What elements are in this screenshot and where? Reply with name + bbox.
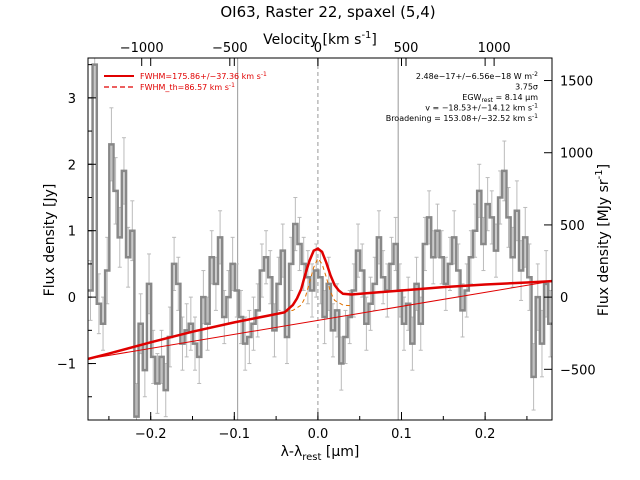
x-tick-label: 0.2 — [475, 427, 496, 442]
top-tick-label: −1000 — [120, 41, 164, 56]
right-tick-label: 500 — [560, 219, 585, 234]
continuum-line — [88, 280, 552, 360]
y-tick-label: 0 — [68, 291, 76, 306]
top-tick-label: 500 — [394, 41, 419, 56]
y-tick-label: 3 — [68, 92, 76, 107]
annotation-text: 3.75σ — [515, 83, 538, 92]
legend-label: FWHM=175.86+/−37.36 km s-1 — [140, 71, 267, 81]
data-step-line — [88, 63, 552, 418]
annotation-text: v = −18.53+/−14.12 km s-1 — [425, 103, 538, 113]
annotation-text: 2.48e−17+/−6.56e−18 W m-2 — [416, 71, 538, 81]
right-tick-label: 1000 — [560, 147, 593, 162]
plot-layer: −0.2 −0.1 0.0 0.1 0.2 −1 0 1 2 3 −1000 −500 0 500 1000… — [57, 41, 596, 442]
plot-frame — [87, 57, 553, 421]
x-tick-label: 0.1 — [391, 427, 412, 442]
annotation-text: EGWrest = 8.14 μm — [462, 93, 538, 104]
y-axis-label-left: Flux density [Jy] — [42, 184, 58, 297]
x-tick-label: 0.0 — [308, 427, 329, 442]
top-tick-label: 1000 — [478, 41, 511, 56]
thermal-profile-line — [284, 257, 352, 313]
top-axis-label: Velocity [km s-1] — [263, 30, 377, 48]
plot-inner — [88, 58, 552, 420]
right-tick-label: −500 — [560, 363, 596, 378]
x-axis-label: λ-λrest [μm] — [281, 444, 360, 463]
legend-label: FWHM_th=86.57 km s-1 — [140, 82, 235, 92]
top-tick-label: −500 — [212, 41, 248, 56]
y-tick-label: −1 — [57, 358, 76, 373]
chart-title: OI63, Raster 22, spaxel (5,4) — [220, 3, 435, 21]
right-tick-label: 0 — [560, 291, 568, 306]
y-tick-label: 2 — [68, 158, 76, 173]
annotation-text: Broadening = 153.08+/−32.52 km s-1 — [386, 113, 538, 123]
x-tick-label: −0.1 — [219, 427, 251, 442]
y-tick-label: 1 — [68, 225, 76, 240]
fit-line — [88, 247, 552, 361]
right-tick-label: 1500 — [560, 75, 593, 90]
top-tick-label: 0 — [314, 41, 322, 56]
x-tick-label: −0.2 — [135, 427, 167, 442]
y-axis-label-right: Flux density [MJy sr-1] — [594, 164, 612, 316]
